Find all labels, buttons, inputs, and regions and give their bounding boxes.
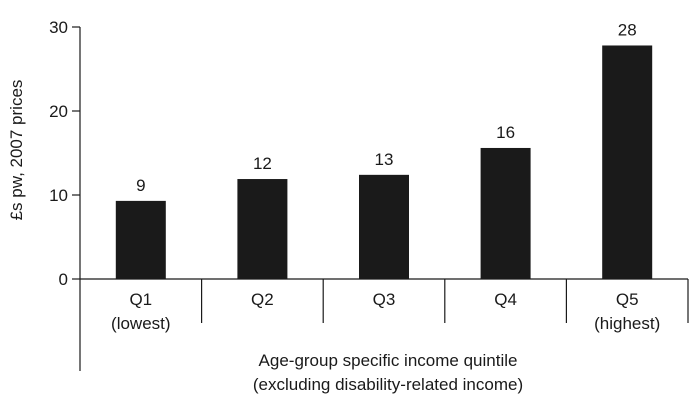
category-label: Q3 (373, 290, 396, 309)
x-axis-title-line: (excluding disability-related income) (253, 375, 523, 394)
category-labels: Q1 (lowest) Q2 Q3 Q4 Q5 (highest) (111, 290, 660, 333)
bar (237, 179, 288, 279)
data-label: 28 (618, 20, 637, 39)
y-axis-title: £s pw, 2007 prices (7, 80, 26, 221)
bar (115, 200, 166, 279)
bar (602, 45, 653, 280)
category-label: Q1 (129, 290, 152, 309)
category-label: (highest) (594, 314, 660, 333)
y-tick-label: 20 (49, 102, 68, 121)
data-label: 12 (253, 154, 272, 173)
x-axis-title: Age-group specific income quintile (exclu… (253, 351, 523, 394)
data-label: 9 (136, 176, 145, 195)
category-label: Q5 (616, 290, 639, 309)
y-tick-label: 10 (49, 186, 68, 205)
data-labels: 9 12 13 16 28 (136, 20, 637, 194)
y-axis: 0 10 20 30 (49, 18, 81, 371)
bar (480, 147, 531, 279)
x-axis-title-line: Age-group specific income quintile (259, 351, 518, 370)
data-label: 16 (496, 123, 515, 142)
bars (115, 45, 653, 280)
bar (359, 174, 409, 279)
y-tick-label: 0 (59, 270, 68, 289)
y-tick-label: 30 (49, 18, 68, 37)
data-label: 13 (375, 150, 394, 169)
category-label: Q4 (494, 290, 517, 309)
category-label: (lowest) (111, 314, 171, 333)
category-label: Q2 (251, 290, 274, 309)
